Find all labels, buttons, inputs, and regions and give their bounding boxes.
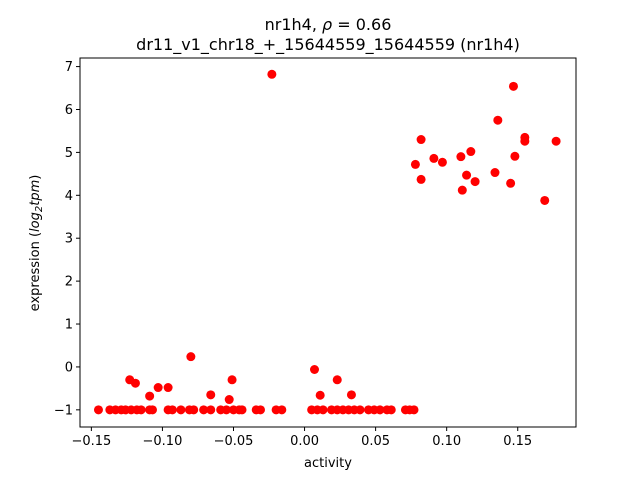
x-axis-label: activity xyxy=(304,456,352,471)
data-point xyxy=(493,115,503,125)
data-point xyxy=(551,136,561,146)
y-tick-label: 2 xyxy=(65,275,73,290)
data-point xyxy=(176,405,186,415)
data-point xyxy=(437,157,447,167)
chart-title-line2: dr11_v1_chr18_+_15644559_15644559 (nr1h4… xyxy=(136,35,520,55)
data-point xyxy=(136,405,146,415)
data-point xyxy=(130,378,140,388)
x-tick-label: −0.05 xyxy=(214,434,254,449)
data-point xyxy=(510,151,520,161)
data-point xyxy=(145,391,155,401)
y-tick-label: 5 xyxy=(65,146,73,161)
y-axis-ticks: −1 0 1 2 3 4 5 6 7 xyxy=(54,60,80,418)
data-point xyxy=(199,405,209,415)
x-tick-label: 0.10 xyxy=(432,434,461,449)
data-point xyxy=(346,390,356,400)
data-point xyxy=(224,395,234,405)
x-tick-label: 0.00 xyxy=(290,434,319,449)
data-point xyxy=(147,405,157,415)
axes-frame xyxy=(79,57,577,428)
data-point xyxy=(206,390,216,400)
data-point xyxy=(466,147,476,157)
data-point xyxy=(375,405,385,415)
data-point xyxy=(416,174,426,184)
data-point xyxy=(309,365,319,375)
data-point xyxy=(416,135,426,145)
data-point xyxy=(277,405,287,415)
data-point xyxy=(332,375,342,385)
y-tick-label: −1 xyxy=(54,403,73,418)
data-point xyxy=(520,136,530,146)
chart-title-line1: nr1h4, ρ = 0.66 xyxy=(265,15,392,34)
data-point xyxy=(315,390,325,400)
plot-area xyxy=(79,57,577,428)
data-point xyxy=(490,168,500,178)
y-tick-label: 3 xyxy=(65,232,73,247)
data-point xyxy=(429,153,439,163)
y-tick-label: 7 xyxy=(65,60,73,75)
x-tick-label: −0.10 xyxy=(143,434,183,449)
data-point xyxy=(267,69,277,79)
data-point xyxy=(410,159,420,169)
x-tick-label: 0.15 xyxy=(503,434,532,449)
y-tick-label: 1 xyxy=(65,318,73,333)
data-point xyxy=(237,405,247,415)
data-point xyxy=(457,185,467,195)
data-point xyxy=(506,178,516,188)
y-tick-label: 4 xyxy=(65,189,73,204)
data-point xyxy=(255,405,265,415)
data-point xyxy=(540,195,550,205)
data-point xyxy=(206,405,216,415)
data-point xyxy=(355,405,365,415)
data-point xyxy=(409,405,419,415)
data-point xyxy=(163,383,173,393)
data-points xyxy=(93,69,561,415)
data-point xyxy=(386,405,396,415)
data-point xyxy=(227,375,237,385)
data-point xyxy=(93,405,103,415)
data-point xyxy=(189,405,199,415)
y-tick-label: 0 xyxy=(65,360,73,375)
data-point xyxy=(186,352,196,362)
data-point xyxy=(456,152,466,162)
x-tick-label: 0.05 xyxy=(361,434,390,449)
data-point xyxy=(167,405,177,415)
data-point xyxy=(470,177,480,187)
x-axis-ticks: −0.15 −0.10 −0.05 0.00 0.05 0.10 0.15 xyxy=(71,427,532,449)
data-point xyxy=(221,405,231,415)
y-tick-label: 6 xyxy=(65,103,73,118)
y-axis-label: expression (log2tpm) xyxy=(28,175,45,312)
data-point xyxy=(508,81,518,91)
data-point xyxy=(462,170,472,180)
data-point xyxy=(153,383,163,393)
data-point xyxy=(318,405,328,415)
x-tick-label: −0.15 xyxy=(71,434,111,449)
